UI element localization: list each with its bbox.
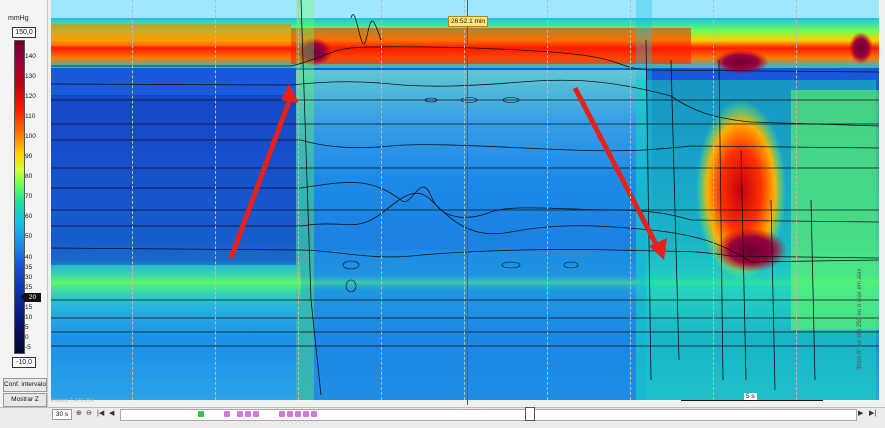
event-marker[interactable] [303, 411, 309, 417]
color-scale-bar [14, 40, 25, 354]
grid-line [464, 0, 465, 400]
scale-tick: 10 [25, 314, 33, 321]
grid-line [547, 0, 548, 400]
timeline-scroll-thumb[interactable] [525, 407, 535, 421]
scale-tick: 90 [25, 153, 33, 160]
scale-tick: 120 [25, 93, 36, 100]
scale-tick: 140 [25, 53, 36, 60]
event-marker[interactable] [245, 411, 251, 417]
time-cursor-label: 26:52.1 min [448, 16, 488, 27]
scale-tick: 35 [25, 264, 33, 271]
scale-marker[interactable]: 20 [20, 293, 41, 302]
grid-line [215, 0, 216, 400]
grid-line [132, 0, 133, 400]
scale-tick: 70 [25, 193, 33, 200]
scale-tick: 110 [25, 113, 36, 120]
step-back-icon[interactable]: ◀ [109, 410, 115, 417]
skip-start-icon[interactable]: |◀ [97, 410, 105, 417]
scale-tick: 40 [25, 254, 33, 261]
zoom-out-icon[interactable]: ⊖ [86, 410, 92, 417]
scale-tick: 130 [25, 73, 36, 80]
event-marker[interactable] [295, 411, 301, 417]
topography-heatmap [51, 0, 879, 400]
grid-line [796, 0, 797, 400]
grid-line [381, 0, 382, 400]
scale-tick: 60 [25, 213, 33, 220]
time-scale-label: 5 s [744, 393, 757, 400]
event-marker[interactable] [224, 411, 230, 417]
scale-tick: 5 [25, 324, 29, 331]
scale-tick: 0 [25, 334, 29, 341]
scale-tick: 50 [25, 233, 33, 240]
time-window-button[interactable]: 30 s [52, 409, 72, 420]
zoom-in-icon[interactable]: ⊕ [76, 410, 82, 417]
time-scale-line [681, 400, 823, 401]
grid-line [630, 0, 631, 400]
scale-min-field[interactable]: -10,0 [12, 357, 36, 368]
scale-tick: 15 [25, 304, 33, 311]
pressure-topography-plot[interactable] [51, 0, 879, 400]
event-marker[interactable] [253, 411, 259, 417]
event-marker[interactable] [311, 411, 317, 417]
time-cursor[interactable] [467, 0, 468, 405]
scale-tick: 80 [25, 173, 33, 180]
grid-line [298, 0, 299, 400]
step-forward-icon[interactable]: ▶ [858, 410, 864, 417]
scale-tick: 100 [25, 133, 36, 140]
time-scale-bar: 5 s [681, 393, 823, 402]
event-marker[interactable] [279, 411, 285, 417]
side-note-text: 3bico 8° ao sito 250 ou o aiax em aiax [857, 268, 863, 370]
patient-label: Patient 7.476.204 [51, 398, 95, 404]
mostrar-z-button[interactable]: Mostrar Z [3, 393, 47, 407]
scale-tick: 25 [25, 284, 33, 291]
event-marker[interactable] [237, 411, 243, 417]
grid-line [713, 0, 714, 400]
scale-max-field[interactable]: 150,0 [12, 27, 36, 38]
timeline-track[interactable] [120, 409, 857, 421]
event-marker[interactable] [287, 411, 293, 417]
scale-tick: 30 [25, 274, 33, 281]
pressure-scale-panel: mmHg 150,0 140 130 120 110 100 90 80 70 … [0, 0, 48, 407]
event-marker-swallow[interactable] [198, 411, 204, 417]
skip-end-icon[interactable]: ▶| [869, 410, 877, 417]
conf-intervalo-button[interactable]: Conf. intervalo [3, 378, 47, 392]
scale-tick: -5 [25, 344, 31, 351]
unit-label: mmHg [8, 15, 29, 22]
